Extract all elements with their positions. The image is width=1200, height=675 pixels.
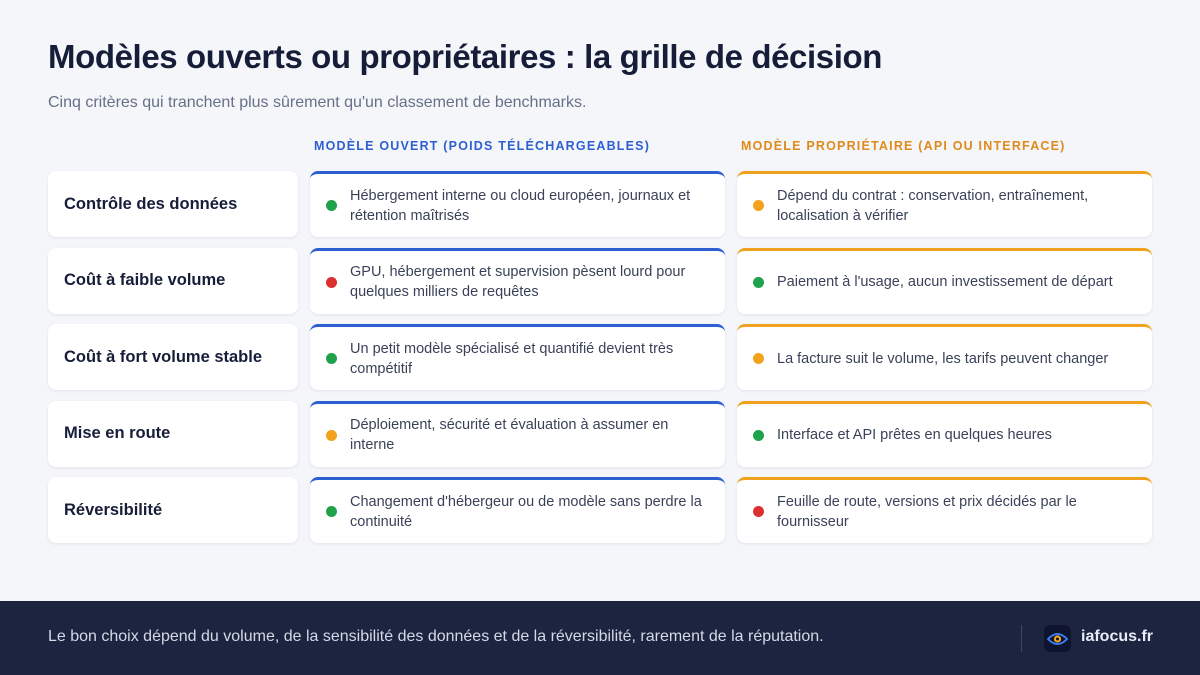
- criterion-label: Coût à faible volume: [48, 247, 298, 314]
- page-subtitle: Cinq critères qui tranchent plus sûremen…: [48, 94, 587, 111]
- criterion-label: Contrôle des données: [48, 171, 298, 237]
- open-cell-text: Déploiement, sécurité et évaluation à as…: [350, 417, 669, 453]
- grid-row-4: Réversibilité Changement d'hébergeur ou …: [48, 477, 1152, 543]
- proprietary-cell: Feuille de route, versions et prix décid…: [737, 477, 1152, 543]
- proprietary-cell: Interface et API prêtes en quelques heur…: [737, 400, 1152, 467]
- grid-row-3: Mise en route Déploiement, sécurité et é…: [48, 400, 1152, 467]
- eye-logo-icon: [1044, 625, 1071, 652]
- proprietary-cell-text: Paiement à l'usage, aucun investissement…: [777, 274, 1113, 290]
- status-dot-icon: [753, 200, 764, 211]
- status-dot-icon: [326, 429, 337, 441]
- footer: Le bon choix dépend du volume, de la sen…: [0, 601, 1200, 675]
- decision-grid: Contrôle des données Hébergement interne…: [48, 171, 1152, 554]
- footer-divider: [1021, 625, 1022, 652]
- status-dot-icon: [753, 276, 764, 288]
- status-dot-icon: [753, 353, 764, 364]
- status-dot-icon: [326, 276, 337, 288]
- brand-name[interactable]: iafocus.fr: [1081, 628, 1154, 645]
- criterion-label: Réversibilité: [48, 477, 298, 543]
- column-header-proprietary: MODÈLE PROPRIÉTAIRE (API OU INTERFACE): [741, 139, 1066, 153]
- open-cell-text: Un petit modèle spécialisé et quantifié …: [350, 340, 674, 377]
- page-title: Modèles ouverts ou propriétaires : la gr…: [48, 38, 882, 75]
- status-dot-icon: [326, 506, 337, 517]
- criterion-label: Mise en route: [48, 400, 298, 467]
- open-cell-text: Hébergement interne ou cloud européen, j…: [350, 187, 691, 224]
- grid-row-1: Coût à faible volume GPU, hébergement et…: [48, 247, 1152, 314]
- proprietary-cell-text: La facture suit le volume, les tarifs pe…: [777, 350, 1109, 367]
- open-cell: Changement d'hébergeur ou de modèle sans…: [310, 477, 725, 543]
- status-dot-icon: [753, 506, 764, 517]
- proprietary-cell-text: Interface et API prêtes en quelques heur…: [777, 427, 1052, 443]
- open-cell-text: GPU, hébergement et supervision pèsent l…: [350, 264, 686, 300]
- proprietary-cell-text: Feuille de route, versions et prix décid…: [777, 493, 1077, 530]
- status-dot-icon: [753, 429, 764, 441]
- open-cell: Hébergement interne ou cloud européen, j…: [310, 171, 725, 237]
- open-cell-text: Changement d'hébergeur ou de modèle sans…: [350, 493, 702, 530]
- status-dot-icon: [326, 353, 337, 364]
- grid-row-0: Contrôle des données Hébergement interne…: [48, 171, 1152, 237]
- proprietary-cell-text: Dépend du contrat : conservation, entraî…: [777, 187, 1089, 224]
- footer-takeaway: Le bon choix dépend du volume, de la sen…: [48, 628, 824, 645]
- criterion-label: Coût à fort volume stable: [48, 324, 298, 390]
- open-cell: Un petit modèle spécialisé et quantifié …: [310, 324, 725, 390]
- status-dot-icon: [326, 200, 337, 211]
- column-header-open: MODÈLE OUVERT (POIDS TÉLÉCHARGEABLES): [314, 139, 651, 153]
- proprietary-cell: Dépend du contrat : conservation, entraî…: [737, 171, 1152, 237]
- grid-row-2: Coût à fort volume stable Un petit modèl…: [48, 324, 1152, 390]
- open-cell: GPU, hébergement et supervision pèsent l…: [310, 247, 725, 314]
- open-cell: Déploiement, sécurité et évaluation à as…: [310, 400, 725, 467]
- proprietary-cell: Paiement à l'usage, aucun investissement…: [737, 247, 1152, 314]
- proprietary-cell: La facture suit le volume, les tarifs pe…: [737, 324, 1152, 390]
